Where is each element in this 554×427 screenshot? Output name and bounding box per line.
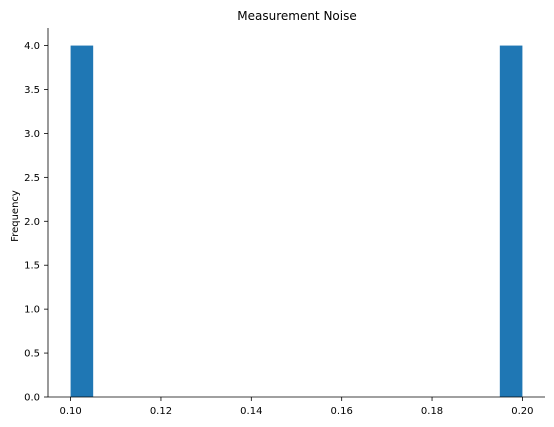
y-tick-label: 0.0 [24, 393, 40, 404]
y-tick-label: 2.5 [24, 173, 40, 184]
chart-title: Measurement Noise [237, 9, 356, 23]
y-tick-label: 3.5 [24, 85, 40, 96]
y-axis: 0.0 0.5 1.0 1.5 2.0 2.5 3.0 3.5 4.0 [24, 28, 49, 404]
x-tick-label: 0.18 [421, 406, 443, 417]
histogram-bar-0 [70, 45, 94, 397]
x-tick-label: 0.16 [331, 406, 353, 417]
histogram-bars [70, 45, 523, 397]
y-tick-label: 0.5 [24, 349, 40, 360]
y-tick-label: 1.0 [24, 305, 40, 316]
x-tick-label: 0.10 [59, 406, 81, 417]
histogram-bar-1 [499, 45, 523, 397]
y-axis-label: Frequency [10, 190, 21, 242]
x-axis: 0.10 0.12 0.14 0.16 0.18 0.20 [48, 396, 545, 417]
x-tick-label: 0.14 [240, 406, 262, 417]
x-tick-label: 0.20 [511, 406, 533, 417]
x-tick-label: 0.12 [150, 406, 172, 417]
y-tick-label: 2.0 [24, 217, 40, 228]
y-tick-label: 1.5 [24, 261, 40, 272]
y-tick-label: 4.0 [24, 41, 40, 52]
y-tick-label: 3.0 [24, 129, 40, 140]
